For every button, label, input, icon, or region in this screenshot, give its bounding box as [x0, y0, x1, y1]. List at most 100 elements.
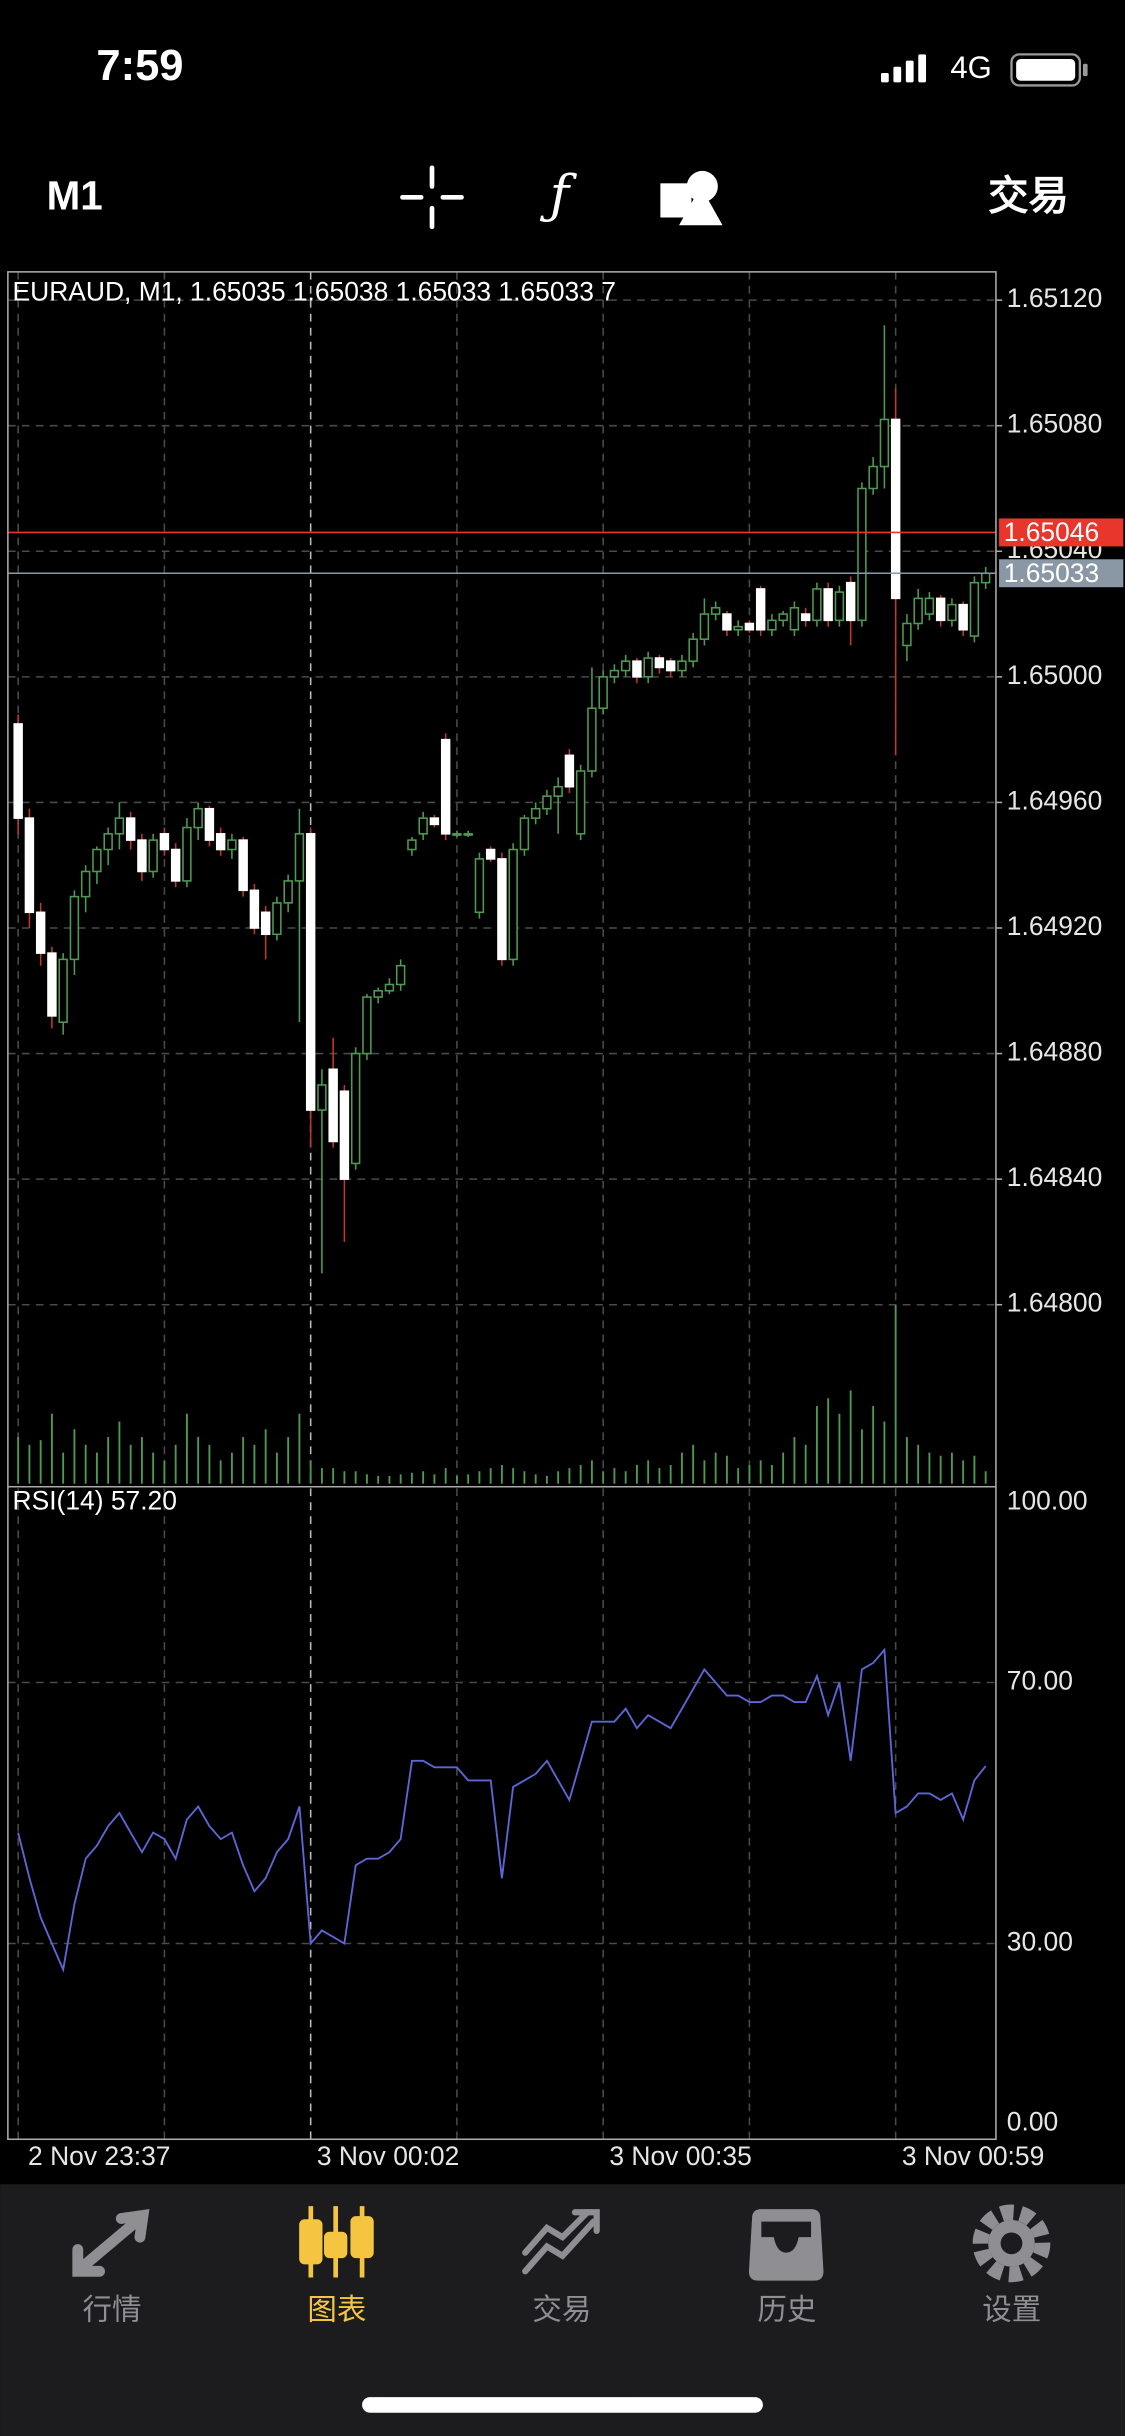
price-label-bg	[999, 559, 1124, 588]
candle-body	[452, 833, 462, 836]
candle-body	[137, 839, 147, 873]
candle-body	[789, 607, 800, 631]
y-tick-label: 1.65000	[1007, 660, 1102, 690]
candle-body	[418, 817, 428, 835]
candle-body	[283, 880, 293, 904]
x-tick-label: 3 Nov 00:59	[902, 2141, 1044, 2171]
candle-body	[800, 613, 811, 622]
rsi-tick-label: 30.00	[1007, 1926, 1073, 1956]
candle-body	[440, 738, 451, 835]
candle-body	[260, 911, 271, 936]
candle-body	[159, 833, 170, 851]
candle-body	[294, 833, 305, 882]
candle-body	[958, 603, 968, 631]
candle-body	[373, 990, 383, 998]
candle-body	[767, 619, 777, 631]
home-indicator	[362, 2397, 763, 2413]
candle-body	[58, 958, 68, 1023]
candle-body	[384, 983, 395, 992]
tab-label[interactable]: 行情	[82, 2294, 141, 2327]
tab-label[interactable]: 历史	[757, 2294, 816, 2327]
candle-body	[744, 622, 755, 631]
candle-body	[508, 848, 518, 961]
candle-body	[688, 638, 698, 662]
candle-body	[575, 770, 586, 835]
candle-body	[733, 625, 743, 631]
candle-body	[407, 839, 417, 851]
candle-body	[328, 1068, 338, 1143]
indicator-title: RSI(14) 57.20	[13, 1485, 177, 1515]
tab-label[interactable]: 设置	[982, 2294, 1041, 2327]
trade-button[interactable]: 交易	[988, 173, 1069, 219]
candle-body	[868, 465, 878, 490]
candle-body	[542, 795, 552, 810]
candle-body	[722, 613, 732, 631]
candle-body	[823, 588, 833, 622]
candle-body	[677, 660, 687, 672]
candle-body	[429, 817, 440, 826]
candle-body	[80, 870, 91, 898]
chart-title: EURAUD, M1, 1.65035 1.65038 1.65033 1.65…	[13, 277, 616, 307]
candle-body	[699, 613, 710, 640]
x-tick-label: 3 Nov 00:02	[317, 2141, 459, 2171]
y-tick-label: 1.65080	[1007, 409, 1102, 439]
candle-body	[969, 581, 980, 637]
trade-icon	[522, 2209, 600, 2275]
candle-body	[463, 833, 473, 836]
candle-body	[890, 418, 901, 600]
candle-body	[632, 660, 642, 678]
candle-body	[305, 833, 316, 1111]
candle-body	[114, 817, 125, 835]
network-type: 4G	[950, 50, 991, 85]
candle-body	[902, 622, 912, 647]
candle-body	[474, 858, 485, 914]
candle-body	[710, 607, 721, 615]
candle-body	[947, 603, 957, 622]
y-tick-label: 1.64840	[1007, 1162, 1102, 1192]
candle-body	[47, 952, 57, 1017]
candle-body	[125, 817, 136, 841]
candle-body	[182, 826, 192, 882]
candle-body	[924, 597, 935, 615]
candle-body	[643, 657, 653, 678]
candle-body	[350, 1052, 361, 1165]
candle-body	[238, 839, 248, 892]
price-label-bg	[999, 518, 1124, 547]
timeframe-button[interactable]: M1	[47, 173, 103, 219]
rsi-tick-label: 0.00	[1007, 2107, 1058, 2137]
candle-body	[339, 1090, 350, 1180]
candle-body	[170, 848, 181, 882]
candle-body	[598, 676, 608, 710]
y-tick-label: 1.64960	[1007, 785, 1102, 815]
chart-icon	[299, 2206, 374, 2278]
candle-body	[834, 591, 845, 622]
candle-body	[193, 807, 203, 829]
candle-body	[148, 839, 158, 873]
candle-body	[620, 660, 631, 672]
x-tick-label: 3 Nov 00:35	[609, 2141, 751, 2171]
tab-label[interactable]: 交易	[532, 2294, 591, 2327]
candle-body	[215, 833, 226, 851]
candle-body	[654, 657, 665, 669]
candle-body	[92, 848, 102, 873]
price-label: 1.65033	[1004, 558, 1099, 588]
candle-body	[395, 964, 406, 986]
tab-label[interactable]: 图表	[307, 2294, 366, 2327]
chart: 1.651201.650801.650401.650001.649601.649…	[7, 271, 1124, 2171]
candle-body	[609, 669, 620, 678]
history-icon	[748, 2209, 824, 2281]
objects-button[interactable]	[660, 170, 723, 226]
candle-body	[69, 895, 80, 961]
chart-frame	[7, 271, 997, 2141]
crosshair-button[interactable]	[400, 165, 464, 230]
clock: 7:59	[96, 42, 183, 90]
y-tick-label: 1.65120	[1007, 283, 1102, 313]
candle-body	[497, 858, 507, 961]
candle-body	[24, 817, 35, 914]
candle-body	[778, 613, 788, 622]
candle-body	[913, 597, 923, 625]
quotes-icon	[72, 2208, 150, 2277]
